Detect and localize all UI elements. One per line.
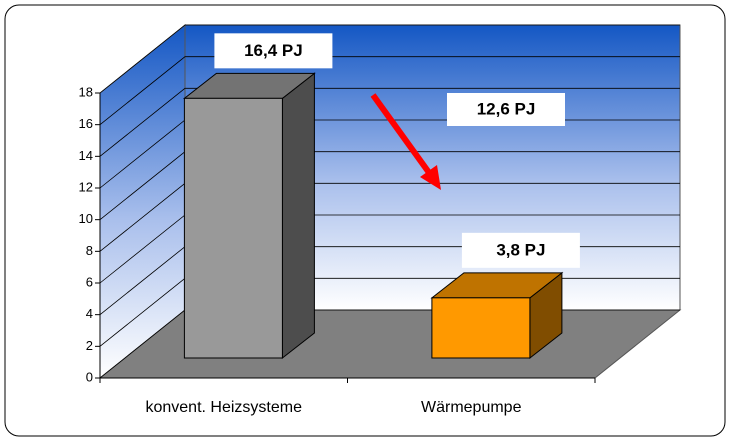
y-tick-label: 12 bbox=[79, 179, 93, 194]
annotation: 12,6 PJ bbox=[477, 99, 536, 118]
arrow-shaft bbox=[370, 93, 433, 176]
y-tick-label: 0 bbox=[86, 369, 93, 384]
value-label-box bbox=[214, 33, 333, 69]
x-tick-label: konvent. Heizsysteme bbox=[145, 399, 302, 416]
bar bbox=[183, 97, 283, 359]
y-tick-label: 4 bbox=[86, 306, 93, 321]
y-tick-label: 10 bbox=[79, 211, 93, 226]
bar-side bbox=[281, 72, 315, 360]
grid-line bbox=[99, 24, 680, 94]
y-tick-label: 16 bbox=[79, 116, 93, 131]
value-label-box bbox=[461, 232, 580, 268]
value-label: 16,4 PJ bbox=[244, 41, 303, 60]
y-tick-label: 18 bbox=[79, 84, 93, 99]
x-tick-label: Wärmepumpe bbox=[421, 399, 522, 416]
grid-line bbox=[99, 56, 680, 125]
y-tick-label: 2 bbox=[86, 338, 93, 353]
value-label: 3,8 PJ bbox=[496, 240, 545, 259]
y-tick-label: 8 bbox=[86, 243, 93, 258]
bar bbox=[431, 297, 531, 359]
arrow-head bbox=[420, 165, 441, 190]
y-tick-label: 6 bbox=[86, 274, 93, 289]
grid-line bbox=[99, 87, 680, 157]
y-tick-label: 14 bbox=[79, 148, 93, 163]
annotation-box bbox=[447, 93, 565, 126]
